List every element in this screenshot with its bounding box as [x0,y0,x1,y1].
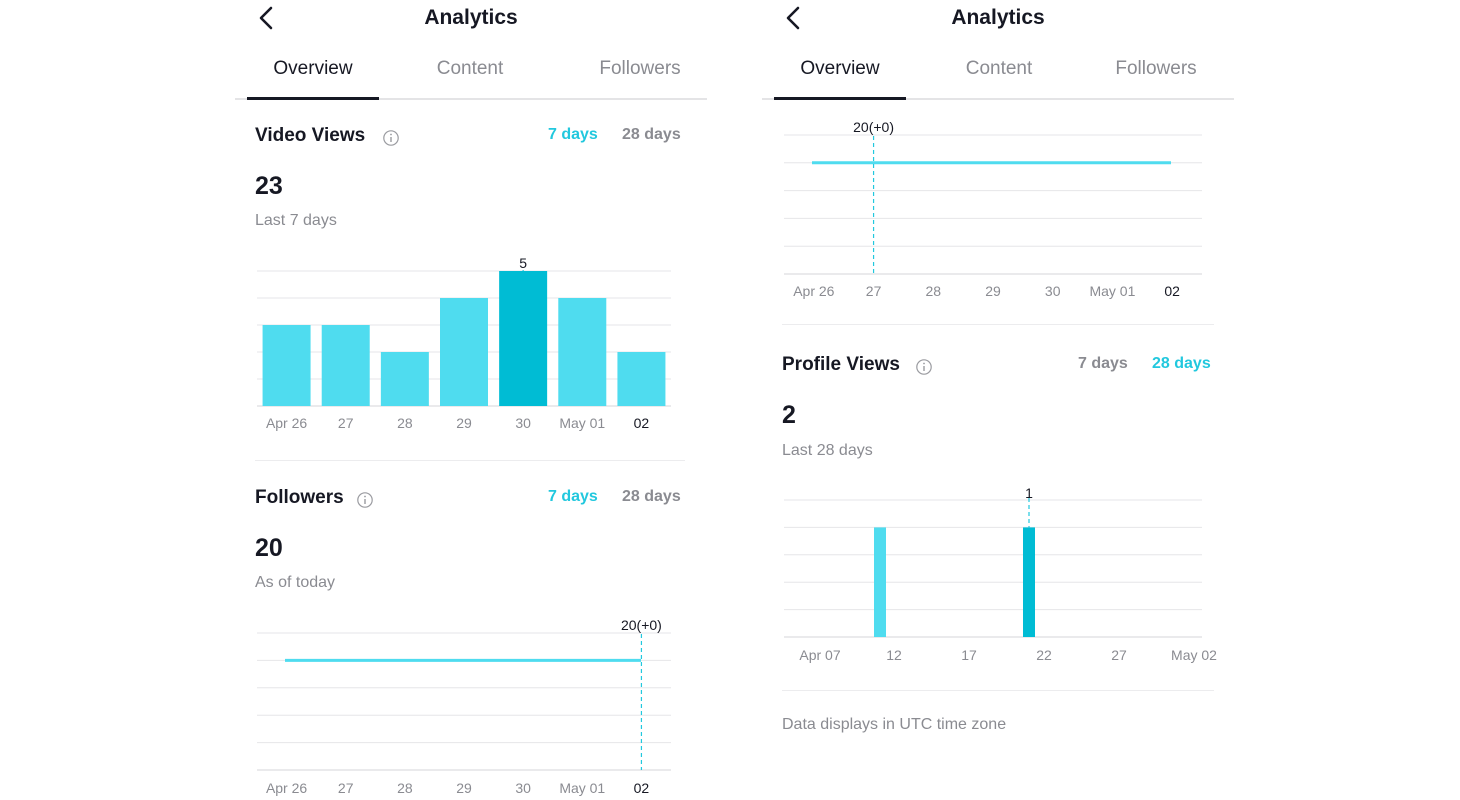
bar[interactable] [874,527,886,637]
timezone-note: Data displays in UTC time zone [782,716,1007,733]
x-tick-label: Apr 07 [799,647,840,663]
active-tab-indicator [774,97,906,100]
info-icon[interactable] [356,491,374,509]
section-divider [782,690,1214,691]
video-views-total: 23 [255,172,283,200]
x-tick-label: 27 [338,780,354,796]
tab-overview[interactable]: Overview [273,58,353,79]
x-tick-label: 22 [1036,647,1052,663]
x-tick-label: May 01 [559,780,605,796]
x-tick-label: 28 [397,415,413,431]
x-tick-label: 27 [866,283,882,299]
followers-title: Followers [255,487,344,508]
followers-total: 20 [255,534,283,562]
tab-content[interactable]: Content [965,58,1033,79]
active-tab-indicator [247,97,379,100]
tab-bar: Overview Content Followers [235,52,707,100]
bar[interactable] [499,271,548,406]
x-tick-label: Apr 26 [266,780,307,796]
section-divider [782,324,1214,325]
tab-content[interactable]: Content [436,58,504,79]
profile-views-title: Profile Views [782,354,900,375]
back-arrow-icon[interactable] [255,4,279,32]
tab-followers[interactable]: Followers [599,58,681,79]
range-28-days[interactable]: 28 days [622,126,681,143]
followers-caption: As of today [255,574,336,591]
x-tick-label: Apr 26 [266,415,307,431]
video-views-title: Video Views [255,125,366,146]
x-tick-label: 30 [1045,283,1061,299]
page-title: Analytics [424,6,518,29]
x-tick-label: Apr 26 [793,283,834,299]
profile-views-chart: Apr 07 12 17 22 27 May 02 1 [784,485,1217,663]
profile-views-total: 2 [782,401,796,429]
tooltip-value: 20(+0) [853,119,894,135]
video-views-chart: Apr 26 27 28 29 30 May 01 02 5 [257,255,671,431]
x-tick-label: 27 [338,415,354,431]
range-28-days[interactable]: 28 days [622,488,681,505]
analytics-screen-left: Analytics Overview Content Followers Vid… [235,0,707,800]
tooltip-value: 20(+0) [621,617,662,633]
x-tick-label: 30 [515,780,531,796]
x-tick-label: May 01 [1089,283,1135,299]
info-icon[interactable] [915,358,933,376]
bar[interactable] [558,298,607,406]
x-tick-label: 17 [961,647,977,663]
x-tick-label: May 01 [559,415,605,431]
x-tick-label: 29 [985,283,1001,299]
x-tick-label: May 02 [1171,647,1217,663]
back-arrow-icon[interactable] [782,4,806,32]
info-icon[interactable] [382,129,400,147]
x-tick-label: 12 [886,647,902,663]
tab-bar: Overview Content Followers [762,52,1234,100]
bar[interactable] [440,298,488,406]
tooltip-value: 5 [519,255,527,271]
page-title: Analytics [951,6,1045,29]
bar[interactable] [617,352,666,406]
x-tick-label: 02 [634,780,650,796]
video-views-caption: Last 7 days [255,212,337,229]
followers-chart: Apr 26 27 28 29 30 May 01 02 20(+0) [784,119,1202,299]
x-tick-label: 29 [456,780,472,796]
profile-views-caption: Last 28 days [782,442,873,459]
followers-chart: Apr 26 27 28 29 30 May 01 02 20(+0) [257,617,671,796]
bar[interactable] [262,325,311,406]
range-7-days[interactable]: 7 days [548,488,598,505]
x-tick-label: 30 [515,415,531,431]
x-tick-label: 02 [634,415,650,431]
section-divider [255,460,685,461]
x-tick-label: 27 [1111,647,1127,663]
range-28-days[interactable]: 28 days [1152,355,1211,372]
x-tick-label: 02 [1164,283,1180,299]
bar[interactable] [380,352,429,406]
tab-followers[interactable]: Followers [1115,58,1197,79]
x-tick-label: 29 [456,415,472,431]
bar[interactable] [321,325,370,406]
analytics-screen-right: Analytics Overview Content Followers Apr… [762,0,1234,800]
tab-overview[interactable]: Overview [800,58,880,79]
range-7-days[interactable]: 7 days [1078,355,1128,372]
header: Analytics [762,0,1234,40]
bar[interactable] [1023,527,1035,637]
range-7-days[interactable]: 7 days [548,126,598,143]
header: Analytics [235,0,707,40]
tooltip-value: 1 [1025,485,1033,501]
x-tick-label: 28 [925,283,941,299]
x-tick-label: 28 [397,780,413,796]
